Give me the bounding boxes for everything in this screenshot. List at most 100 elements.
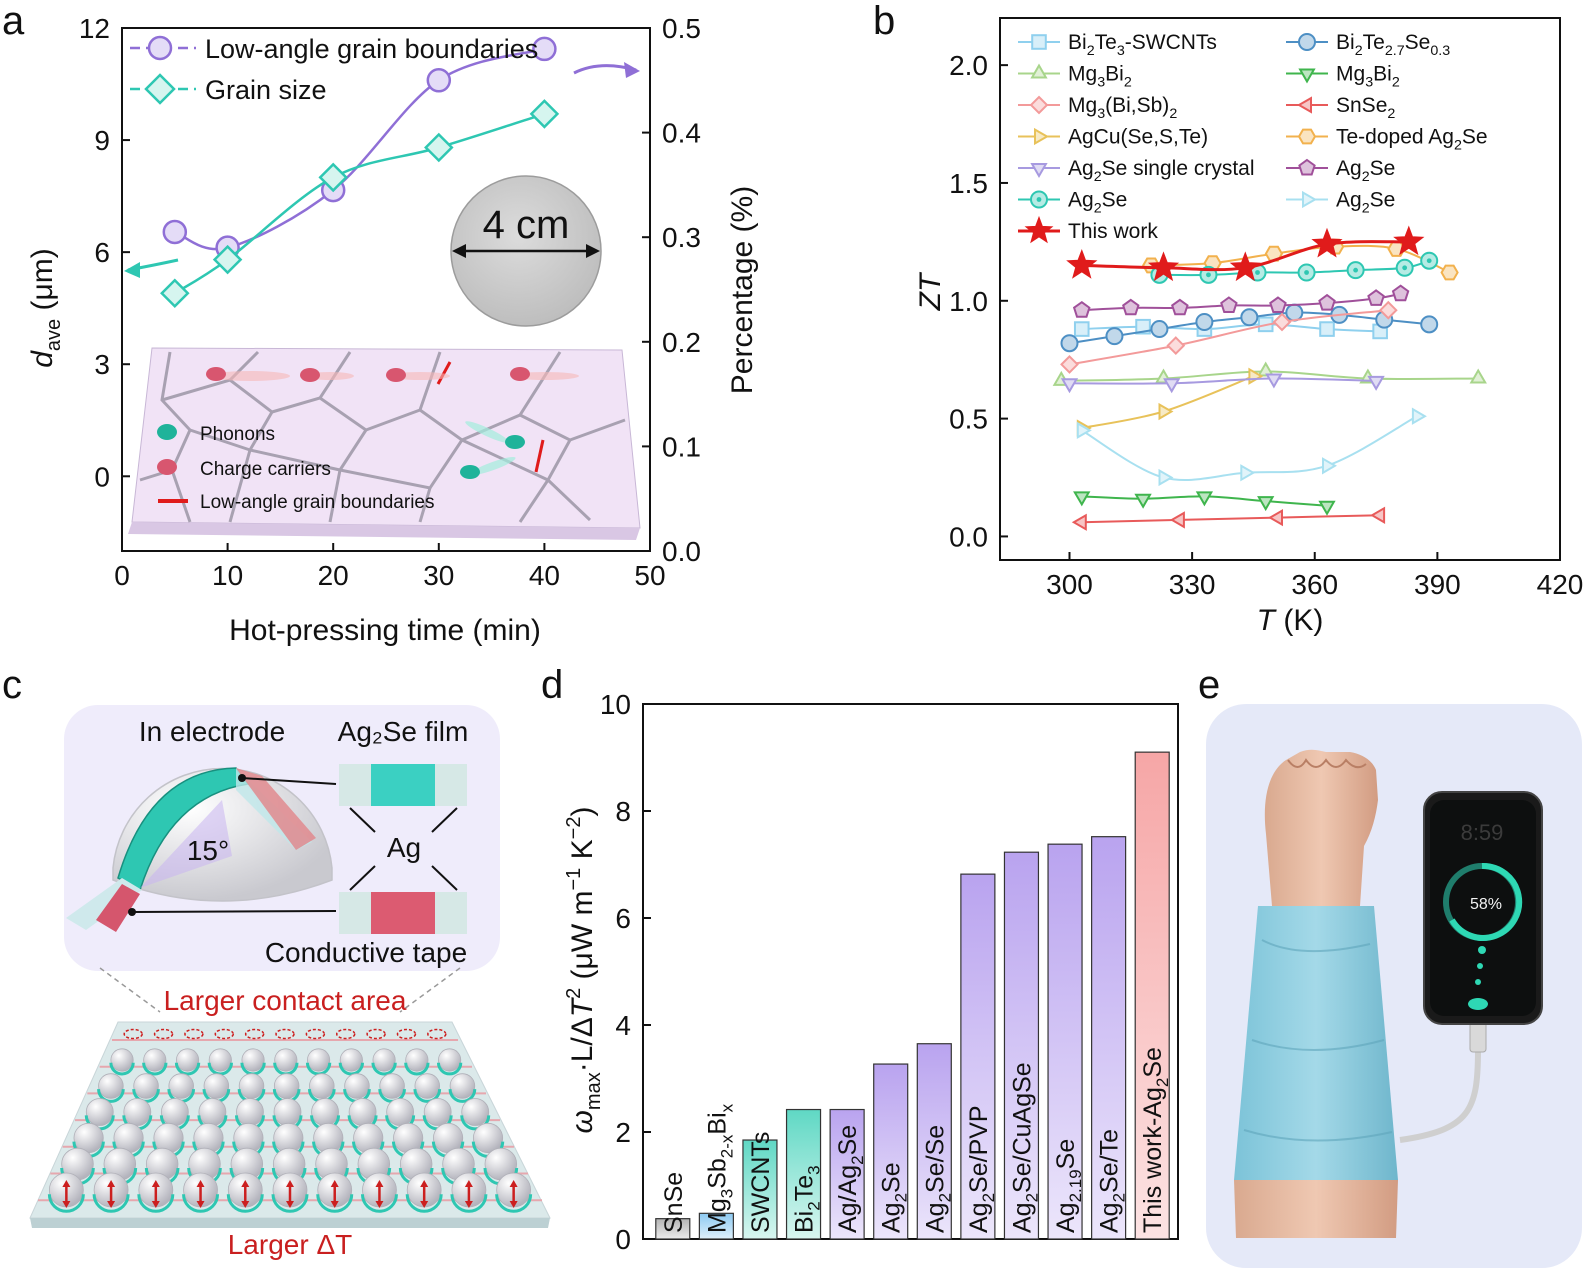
point-a-0-0 (162, 219, 188, 245)
disk-diameter-label: 4 cm (483, 203, 570, 247)
point-b-5-1 (1169, 511, 1185, 529)
point-b-4-3 (1378, 300, 1398, 320)
point-b-3-4 (1318, 500, 1336, 516)
heat-arrow-down (375, 1201, 384, 1208)
bead (339, 1048, 363, 1072)
point-b-7-5 (1440, 264, 1459, 281)
heat-arrow-up (330, 1180, 339, 1187)
heat-arrow-up (375, 1180, 384, 1187)
bar-label-4: Ag/Ag2Se (834, 1125, 867, 1233)
bead (348, 1098, 377, 1126)
inset-legend-phonons: Phonons (200, 424, 275, 445)
xtick-label-b: 420 (1537, 569, 1584, 600)
ytick-label-right-a: 0.4 (662, 118, 701, 149)
bead-film (226, 1194, 264, 1213)
legend-b-label-3: Mg3Bi2 (1336, 63, 1400, 91)
point-a-0-3 (426, 68, 452, 93)
bar-label-1: Mg3Sb2-xBix (703, 1103, 736, 1233)
legend-b-label-9: Ag2Se (1336, 157, 1395, 185)
xtick-label-a: 30 (423, 560, 454, 591)
heat-arrow-down (107, 1201, 116, 1208)
point-b-3-1 (1134, 493, 1152, 509)
legend-b-label-6: AgCu(Se,S,Te) (1068, 126, 1208, 149)
bead (405, 1048, 429, 1072)
bead (472, 1122, 504, 1154)
grain-boundary-schematic: Phonons Charge carriers Low-angle grain … (128, 347, 641, 540)
bead-film (404, 1062, 430, 1076)
bead (133, 1073, 159, 1099)
point-b-1-4 (1240, 308, 1259, 327)
legend-b-marker-3 (1298, 68, 1316, 84)
bead (238, 1073, 265, 1099)
point-b-1-2 (1150, 320, 1169, 339)
panel-b: b 300 330 360 390 420 0.0 0.5 1.0 1.5 2.0 Bi2Te3-… (873, 0, 1583, 637)
contact-ring (214, 1028, 235, 1040)
bar-6 (916, 1043, 952, 1240)
marks-b (1052, 225, 1487, 531)
legend-b-marker-12 (1024, 215, 1054, 244)
sample-disk: 4 cm (450, 175, 602, 327)
bead (208, 1048, 232, 1072)
bead-film (97, 1088, 125, 1103)
point-b-1-3 (1195, 312, 1214, 331)
bar-label-3: Bi2Te3 (791, 1165, 824, 1233)
panel-e: e 8:59 58% (1198, 663, 1582, 1268)
heat-arrow-up (241, 1180, 250, 1187)
xtick-label-a: 40 (529, 560, 560, 591)
panel-label-a: a (2, 0, 25, 43)
point-b-12-3 (1311, 227, 1343, 258)
ytick-label-left-a: 9 (94, 125, 110, 156)
contact-ring (153, 1028, 174, 1040)
bead (160, 1098, 189, 1126)
bar-0 (655, 1218, 691, 1240)
point-b-11-4 (1411, 407, 1427, 425)
bead (143, 1048, 167, 1072)
point-b-11-1 (1158, 468, 1174, 487)
point-b-2-4 (1469, 368, 1487, 384)
legend-b-marker-2 (1030, 63, 1048, 79)
bar-8 (1003, 851, 1040, 1240)
axes-d: 0 2 4 6 8 10 (600, 689, 1179, 1255)
series-line-b-8 (1069, 377, 1377, 385)
ylabel-a-left: dave (μm) (26, 248, 65, 368)
bead-film (450, 1194, 488, 1213)
ytick-label-d: 2 (615, 1117, 631, 1148)
legend-b-marker-8 (1030, 163, 1048, 179)
point-b-4-0 (1060, 354, 1079, 374)
point-b-9-2 (1171, 298, 1189, 316)
bar-label-8: Ag2Se/CuAgSe (1008, 1062, 1041, 1233)
heat-arrow-down (464, 1201, 473, 1208)
series-line-b-5 (1081, 514, 1381, 524)
inset-legend-lagb: Low-angle grain boundaries (200, 492, 435, 513)
ytick-label-b: 1.0 (949, 286, 988, 317)
point-b-9-0 (1072, 300, 1091, 318)
point-b-8-3 (1367, 375, 1385, 391)
bead-film (47, 1194, 85, 1213)
xtick-label-b: 300 (1046, 569, 1093, 600)
point-b-1-0 (1060, 334, 1079, 353)
bead (353, 1122, 384, 1154)
phonon-1 (505, 435, 525, 449)
bead (379, 1073, 405, 1099)
legend-b-marker-1 (1298, 33, 1316, 51)
legend-b-marker-5 (1296, 96, 1312, 114)
point-a-1-3 (424, 132, 454, 163)
point-b-9-1 (1122, 298, 1140, 316)
ylabel-b: ZT (914, 271, 947, 311)
bead-film (413, 1088, 442, 1103)
heat-arrow-up (509, 1180, 518, 1187)
point-b-12-2 (1229, 251, 1261, 282)
point-b-10-1-dot (1206, 272, 1211, 278)
ytick-label-b: 0.0 (949, 521, 988, 552)
point-b-10-5 (1395, 258, 1414, 277)
legend-b-label-8: Ag2Se single crystal (1068, 157, 1255, 185)
bead-film (495, 1194, 533, 1213)
ylabel-d: ωmax·L/ΔT2 (μW m−1 K−2) (563, 807, 605, 1134)
point-b-8-0 (1060, 378, 1079, 394)
bead-film (174, 1062, 201, 1076)
point-b-8-2 (1265, 373, 1283, 389)
xtick-label-b: 330 (1169, 569, 1216, 600)
charge-carrier-1 (206, 367, 226, 381)
series-line-b-4 (1069, 309, 1389, 366)
bead-film (271, 1194, 309, 1213)
